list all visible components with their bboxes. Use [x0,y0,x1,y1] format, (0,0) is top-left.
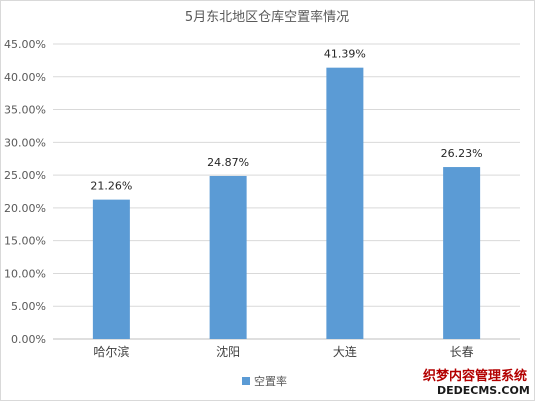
bar [326,67,364,339]
legend-label: 空置率 [254,374,287,388]
bar [443,167,481,339]
data-label: 21.26% [90,180,132,193]
y-tick-label: 15.00% [4,235,46,248]
legend: 空置率 [242,374,287,388]
data-label: 41.39% [324,48,366,61]
data-labels: 21.26% 24.87% 41.39% 26.23% [90,48,482,193]
y-tick-label: 35.00% [4,104,46,117]
legend-swatch [242,377,250,385]
bar [92,199,130,339]
category-label: 哈尔滨 [93,344,129,359]
chart-title: 5月东北地区仓库空置率情况 [185,9,349,25]
bars [92,67,481,339]
y-axis-ticks: 0.00% 5.00% 10.00% 15.00% 20.00% 25.00% 30.00%… [4,38,46,346]
y-tick-label: 0.00% [11,333,46,346]
gridlines [53,43,520,340]
y-tick-label: 30.00% [4,136,46,149]
watermark-url: DEDECMS.COM [437,384,530,397]
category-label: 大连 [333,344,357,359]
category-label: 长春 [450,345,474,359]
y-tick-label: 20.00% [4,202,46,215]
y-tick-label: 25.00% [4,169,46,182]
y-tick-label: 5.00% [11,300,46,313]
bar [209,175,247,339]
category-label: 沈阳 [216,344,240,359]
data-label: 24.87% [207,156,249,169]
data-label: 26.23% [441,147,483,160]
watermark: 织梦内容管理系统 DEDECMS.COM [423,368,530,397]
y-tick-label: 10.00% [4,267,46,280]
y-tick-label: 40.00% [4,71,46,84]
y-tick-label: 45.00% [4,38,46,51]
watermark-title: 织梦内容管理系统 [423,368,527,384]
x-axis-categories: 哈尔滨 沈阳 大连 长春 [93,344,473,359]
